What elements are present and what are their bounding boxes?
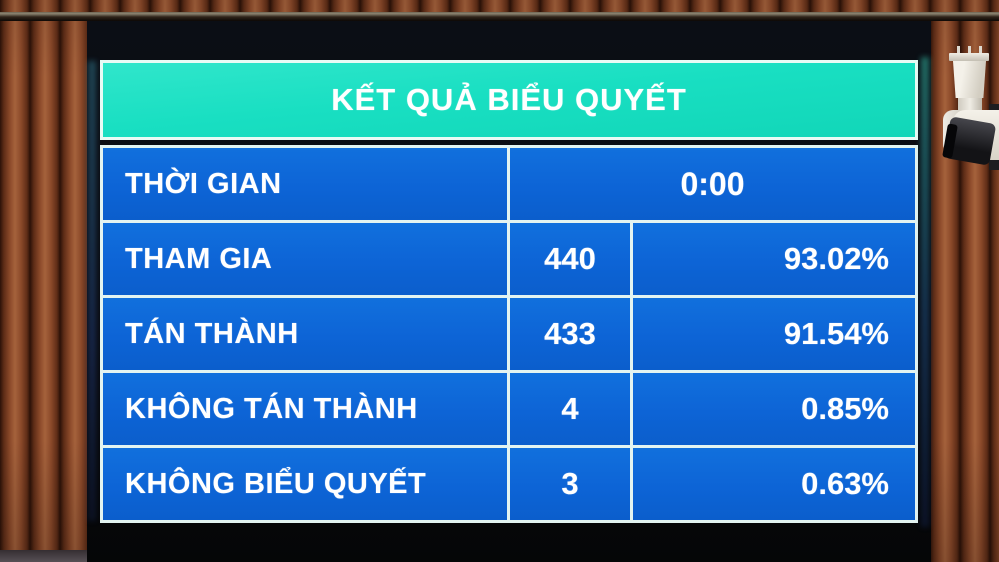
row-label: KHÔNG TÁN THÀNH [103, 373, 507, 445]
table-row-participated: THAM GIA 440 93.02% [103, 223, 915, 295]
row-percent: 93.02% [633, 223, 915, 295]
time-label: THỜI GIAN [103, 148, 507, 220]
camera-mount-plate [949, 53, 989, 61]
row-count: 440 [510, 223, 630, 295]
display-screen: KẾT QUẢ BIỂU QUYẾT THỜI GIAN 0:00 THAM G… [87, 21, 931, 562]
camera-mount-prong [957, 46, 960, 54]
row-count: 433 [510, 298, 630, 370]
floor-strip [0, 550, 87, 562]
table-row-time: THỜI GIAN 0:00 [103, 148, 915, 220]
results-table: THỜI GIAN 0:00 THAM GIA 440 93.02% TÁN T… [100, 145, 918, 523]
security-camera [941, 46, 999, 180]
board-title-bar: KẾT QUẢ BIỂU QUYẾT [100, 60, 918, 140]
row-percent: 0.63% [633, 448, 915, 520]
board-title: KẾT QUẢ BIỂU QUYẾT [331, 82, 687, 117]
row-percent: 0.85% [633, 373, 915, 445]
row-percent: 91.54% [633, 298, 915, 370]
row-count: 3 [510, 448, 630, 520]
camera-mount-prong [968, 46, 971, 54]
camera-neck [958, 98, 982, 111]
row-label: KHÔNG BIỂU QUYẾT [103, 448, 507, 520]
row-label: THAM GIA [103, 223, 507, 295]
table-row-disapprove: KHÔNG TÁN THÀNH 4 0.85% [103, 373, 915, 445]
table-row-abstain: KHÔNG BIỂU QUYẾT 3 0.63% [103, 448, 915, 520]
time-value: 0:00 [510, 148, 915, 220]
row-label: TÁN THÀNH [103, 298, 507, 370]
camera-mount-prong [979, 46, 982, 54]
row-count: 4 [510, 373, 630, 445]
voting-results-board: KẾT QUẢ BIỂU QUYẾT THỜI GIAN 0:00 THAM G… [100, 60, 918, 523]
camera-bracket [953, 61, 986, 98]
wall-top-rail [0, 12, 999, 21]
table-row-approve: TÁN THÀNH 433 91.54% [103, 298, 915, 370]
